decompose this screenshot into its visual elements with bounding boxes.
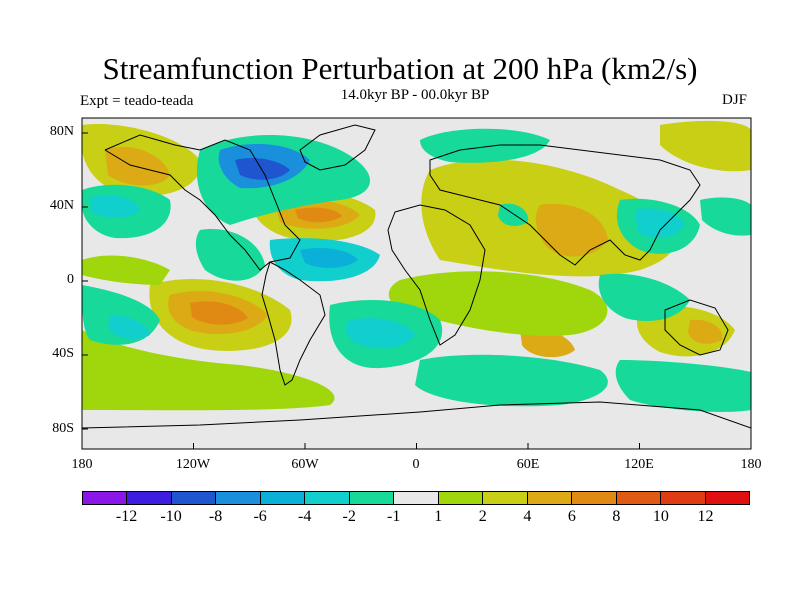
x-tick-label: 180 [740,457,762,472]
colorbar-box [527,492,573,504]
season-label: DJF [722,92,748,108]
colorbar-label: -4 [297,508,312,525]
colorbar-box [349,492,395,504]
colorbar-label: -2 [342,508,356,525]
x-tick-label: 60E [516,457,540,472]
axis-ticks [81,132,752,449]
x-tick-label: 0 [412,457,420,472]
y-tick-label: 40N [49,198,74,213]
colorbar-label: 2 [478,508,487,525]
x-tick-label: 120E [624,457,654,472]
colorbar-box [260,492,306,504]
colorbar-label: -10 [160,508,182,525]
colorbar-label: 6 [567,508,576,525]
colorbar-box [83,492,128,504]
colorbar [82,491,750,505]
colorbar-label: -1 [387,508,401,525]
colorbar-box [394,492,439,504]
colorbar-label: 8 [612,508,621,525]
colorbar-box [705,492,750,504]
colorbar-box [661,492,706,504]
colorbar-label: 1 [434,508,443,525]
colorbar-label: 12 [697,508,714,525]
contour-field [82,118,751,449]
experiment-label: Expt = teado-teada [80,93,194,109]
colorbar-box [438,492,484,504]
colorbar-label: -12 [115,508,138,525]
y-tick-label: 0 [67,272,74,287]
colorbar-box [305,492,350,504]
colorbar-box [572,492,617,504]
x-tick-label: 180 [71,457,93,472]
coastlines [82,124,751,429]
y-tick-label: 40S [52,346,74,361]
plot-subtitle: 14.0kyr BP - 00.0kyr BP [340,87,490,103]
colorbar-label: -8 [208,508,223,525]
colorbar-box [127,492,172,504]
x-tick-label: 60W [291,457,319,472]
colorbar-label: 4 [523,508,532,525]
x-tick-label: 120W [175,457,211,472]
colorbar-label: -6 [253,508,267,525]
plot-title: Streamfunction Perturbation at 200 hPa (… [102,51,698,86]
colorbar-box [483,492,528,504]
colorbar-box [216,492,261,504]
y-tick-label: 80N [49,124,74,139]
colorbar-box [171,492,217,504]
colorbar-box [616,492,662,504]
colorbar-label: 10 [652,508,669,525]
y-tick-label: 80S [52,421,74,436]
